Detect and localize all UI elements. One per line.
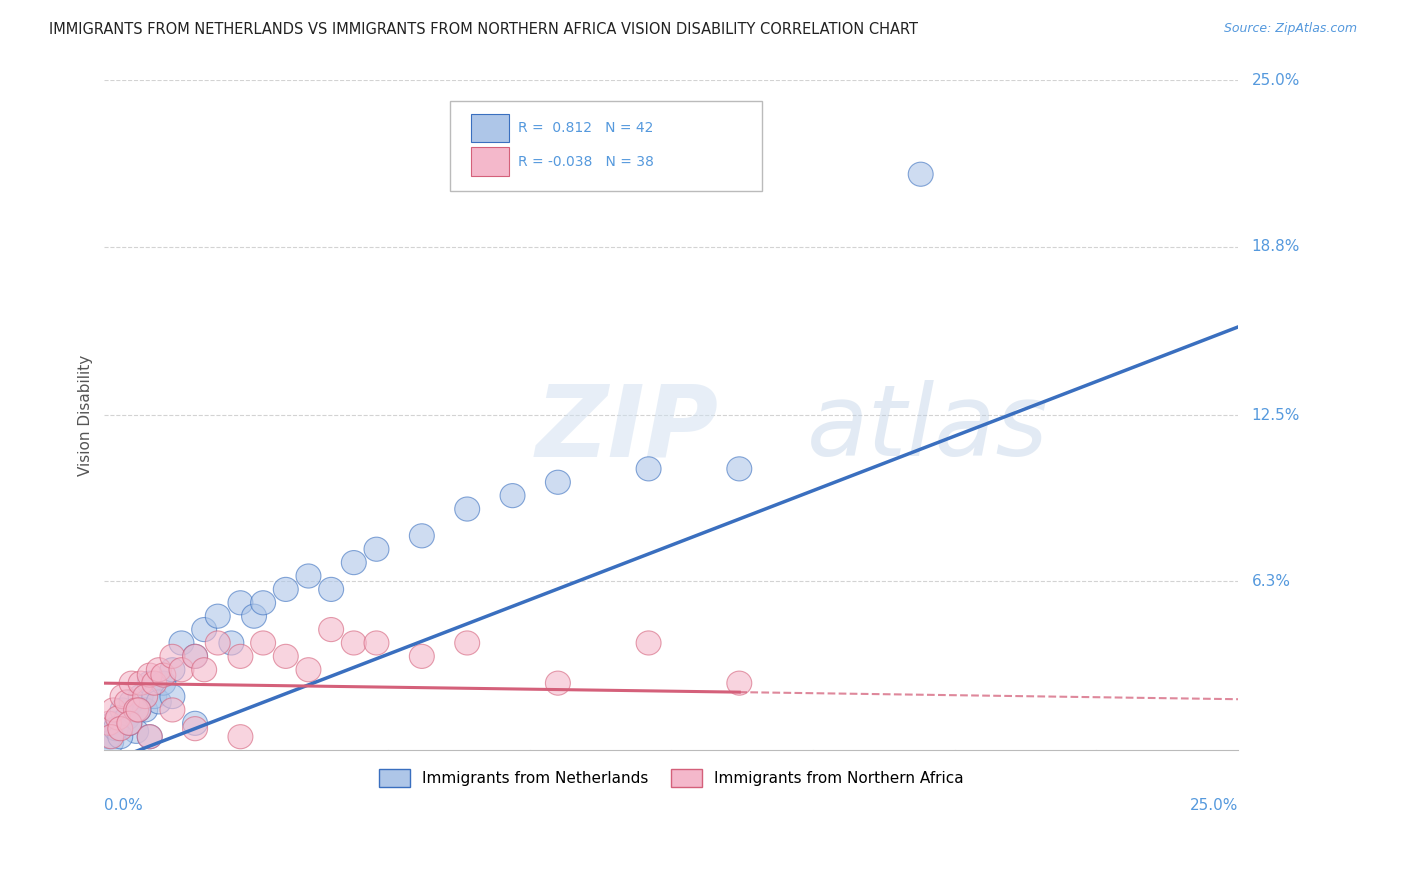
Ellipse shape <box>108 716 132 740</box>
Y-axis label: Vision Disability: Vision Disability <box>79 355 93 476</box>
Ellipse shape <box>101 698 127 722</box>
Ellipse shape <box>242 604 267 628</box>
Ellipse shape <box>250 591 276 615</box>
Ellipse shape <box>160 698 184 722</box>
Text: R =  0.812   N = 42: R = 0.812 N = 42 <box>519 121 654 135</box>
Ellipse shape <box>132 684 157 708</box>
Text: IMMIGRANTS FROM NETHERLANDS VS IMMIGRANTS FROM NORTHERN AFRICA VISION DISABILITY: IMMIGRANTS FROM NETHERLANDS VS IMMIGRANT… <box>49 22 918 37</box>
Ellipse shape <box>250 631 276 655</box>
Ellipse shape <box>727 671 752 695</box>
Ellipse shape <box>128 671 153 695</box>
Ellipse shape <box>409 644 434 668</box>
Ellipse shape <box>150 671 176 695</box>
Ellipse shape <box>183 644 208 668</box>
Ellipse shape <box>636 457 661 481</box>
Ellipse shape <box>297 657 321 681</box>
Ellipse shape <box>546 470 571 494</box>
Ellipse shape <box>127 698 150 722</box>
Ellipse shape <box>142 671 167 695</box>
Ellipse shape <box>160 684 184 708</box>
Ellipse shape <box>546 671 571 695</box>
Ellipse shape <box>110 698 135 722</box>
Text: R = -0.038   N = 38: R = -0.038 N = 38 <box>519 154 654 169</box>
Text: Source: ZipAtlas.com: Source: ZipAtlas.com <box>1223 22 1357 36</box>
Text: 25.0%: 25.0% <box>1251 73 1301 88</box>
Ellipse shape <box>364 631 389 655</box>
Ellipse shape <box>364 537 389 561</box>
Ellipse shape <box>228 724 253 748</box>
Text: atlas: atlas <box>807 380 1049 477</box>
Ellipse shape <box>138 671 162 695</box>
Ellipse shape <box>183 711 208 735</box>
Ellipse shape <box>127 698 150 722</box>
Text: 12.5%: 12.5% <box>1251 408 1301 423</box>
FancyBboxPatch shape <box>471 114 509 142</box>
Ellipse shape <box>228 644 253 668</box>
Ellipse shape <box>205 631 231 655</box>
Ellipse shape <box>97 711 121 735</box>
Ellipse shape <box>101 711 127 735</box>
Ellipse shape <box>908 162 934 186</box>
Ellipse shape <box>124 719 149 743</box>
Ellipse shape <box>128 684 153 708</box>
Ellipse shape <box>169 631 194 655</box>
Ellipse shape <box>273 644 298 668</box>
Ellipse shape <box>98 730 124 754</box>
Ellipse shape <box>146 657 172 681</box>
Ellipse shape <box>342 550 367 574</box>
Ellipse shape <box>108 724 132 748</box>
Ellipse shape <box>273 577 298 601</box>
Ellipse shape <box>169 657 194 681</box>
Ellipse shape <box>183 644 208 668</box>
Text: 6.3%: 6.3% <box>1251 574 1291 589</box>
Ellipse shape <box>97 724 121 748</box>
Ellipse shape <box>150 663 176 687</box>
FancyBboxPatch shape <box>450 101 762 191</box>
Ellipse shape <box>454 497 479 521</box>
Ellipse shape <box>146 690 172 714</box>
Ellipse shape <box>501 483 524 508</box>
Ellipse shape <box>142 684 167 708</box>
Ellipse shape <box>138 663 162 687</box>
Ellipse shape <box>120 671 143 695</box>
Ellipse shape <box>117 711 142 735</box>
Ellipse shape <box>409 524 434 548</box>
Ellipse shape <box>191 617 217 641</box>
Ellipse shape <box>103 716 128 740</box>
Ellipse shape <box>205 604 231 628</box>
Ellipse shape <box>160 644 184 668</box>
Ellipse shape <box>98 724 124 748</box>
Legend: Immigrants from Netherlands, Immigrants from Northern Africa: Immigrants from Netherlands, Immigrants … <box>373 763 970 793</box>
Ellipse shape <box>228 591 253 615</box>
Ellipse shape <box>636 631 661 655</box>
Ellipse shape <box>124 698 149 722</box>
Ellipse shape <box>454 631 479 655</box>
Ellipse shape <box>183 716 208 740</box>
Ellipse shape <box>105 716 131 740</box>
Text: 25.0%: 25.0% <box>1189 798 1239 814</box>
Ellipse shape <box>191 657 217 681</box>
Ellipse shape <box>297 564 321 588</box>
Text: 0.0%: 0.0% <box>104 798 143 814</box>
FancyBboxPatch shape <box>471 147 509 176</box>
Ellipse shape <box>319 617 343 641</box>
Ellipse shape <box>132 698 157 722</box>
Ellipse shape <box>110 684 135 708</box>
Ellipse shape <box>114 690 139 714</box>
Text: 18.8%: 18.8% <box>1251 239 1301 254</box>
Ellipse shape <box>727 457 752 481</box>
Ellipse shape <box>117 711 142 735</box>
Ellipse shape <box>105 706 131 730</box>
Ellipse shape <box>160 657 184 681</box>
Text: ZIP: ZIP <box>536 380 718 477</box>
Ellipse shape <box>120 690 143 714</box>
Ellipse shape <box>219 631 243 655</box>
Ellipse shape <box>342 631 367 655</box>
Ellipse shape <box>138 724 162 748</box>
Ellipse shape <box>319 577 343 601</box>
Ellipse shape <box>138 724 162 748</box>
Ellipse shape <box>114 706 139 730</box>
